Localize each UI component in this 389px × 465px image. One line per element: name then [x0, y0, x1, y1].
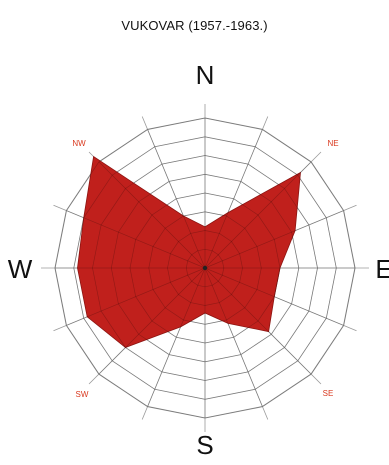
label-NW: NW — [72, 139, 86, 148]
overlay-ring — [73, 136, 337, 400]
label-NE: NE — [327, 139, 338, 148]
axis-overlay — [54, 117, 356, 419]
overlay-spoke — [204, 267, 344, 326]
overlay-spoke — [204, 267, 263, 407]
center-dot — [202, 265, 208, 271]
overlay-spoke — [147, 129, 206, 269]
data-layer — [77, 155, 301, 348]
label-SW: SW — [76, 390, 89, 399]
overlay-spoke — [204, 161, 312, 269]
frequency-polygon — [77, 155, 301, 348]
chart-title: VUKOVAR (1957.-1963.) — [121, 18, 268, 33]
label-SE: SE — [323, 389, 334, 398]
overlay-spoke — [98, 161, 206, 269]
label-W: W — [8, 254, 33, 284]
overlay-ring — [148, 211, 262, 325]
overlay-ring — [167, 230, 243, 306]
overlay-ring — [54, 117, 356, 419]
overlay-spoke — [204, 210, 344, 269]
overlay-ring — [110, 173, 300, 363]
overlay-spoke — [147, 267, 206, 407]
overlay-spoke — [66, 210, 206, 269]
overlay-ring — [185, 248, 225, 288]
overlay-ring — [92, 155, 318, 381]
label-E: E — [375, 254, 389, 284]
overlay-ring — [129, 192, 281, 344]
overlay-spoke — [66, 267, 206, 326]
overlay-spoke — [204, 129, 263, 269]
label-S: S — [196, 430, 213, 460]
overlay-spoke — [98, 267, 206, 375]
overlay-spoke — [204, 267, 312, 375]
label-N: N — [196, 60, 215, 90]
